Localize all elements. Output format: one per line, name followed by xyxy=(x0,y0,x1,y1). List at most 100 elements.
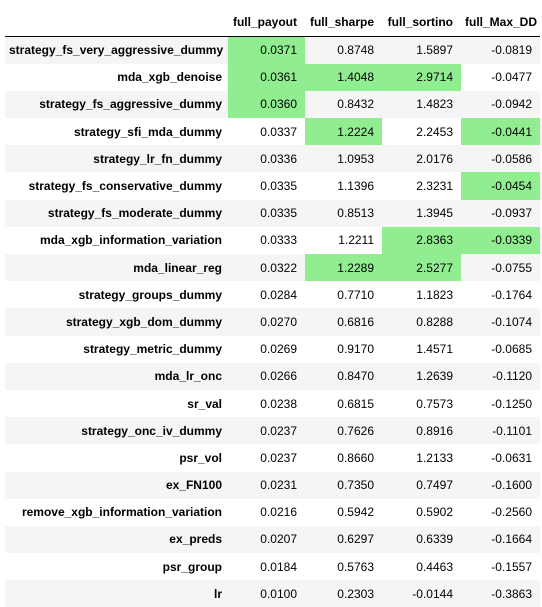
row-label: strategy_metric_dummy xyxy=(5,336,228,363)
row-label: strategy_fs_aggressive_dummy xyxy=(5,91,228,118)
cell-full-max-dd: -0.0441 xyxy=(461,118,540,145)
cell-full-sortino: 0.8288 xyxy=(382,308,461,335)
cell-full-payout: 0.0371 xyxy=(228,37,305,64)
row-label: sr_val xyxy=(5,390,228,417)
cell-full-sharpe: 0.5942 xyxy=(305,499,382,526)
cell-full-payout: 0.0100 xyxy=(228,580,305,607)
cell-full-sharpe: 0.2303 xyxy=(305,580,382,607)
cell-full-sharpe: 1.0953 xyxy=(305,145,382,172)
cell-full-payout: 0.0270 xyxy=(228,308,305,335)
table-header: full_payout full_sharpe full_sortino ful… xyxy=(5,8,540,37)
cell-full-payout: 0.0237 xyxy=(228,444,305,471)
row-label: psr_vol xyxy=(5,444,228,471)
cell-full-sortino: 0.6339 xyxy=(382,526,461,553)
cell-full-sortino: 1.5897 xyxy=(382,37,461,64)
row-label: remove_xgb_information_variation xyxy=(5,499,228,526)
cell-full-max-dd: -0.3863 xyxy=(461,580,540,607)
row-label: psr_group xyxy=(5,553,228,580)
cell-full-sortino: 0.4463 xyxy=(382,553,461,580)
row-label: strategy_lr_fn_dummy xyxy=(5,145,228,172)
cell-full-payout: 0.0335 xyxy=(228,200,305,227)
cell-full-sortino: 2.8363 xyxy=(382,227,461,254)
cell-full-payout: 0.0322 xyxy=(228,254,305,281)
cell-full-sharpe: 0.8513 xyxy=(305,200,382,227)
cell-full-max-dd: -0.1557 xyxy=(461,553,540,580)
cell-full-sortino: 1.4823 xyxy=(382,91,461,118)
cell-full-payout: 0.0184 xyxy=(228,553,305,580)
dataframe-output: full_payout full_sharpe full_sortino ful… xyxy=(5,8,537,607)
cell-full-sharpe: 0.8748 xyxy=(305,37,382,64)
cell-full-max-dd: -0.0942 xyxy=(461,91,540,118)
cell-full-max-dd: -0.2560 xyxy=(461,499,540,526)
cell-full-sharpe: 0.9170 xyxy=(305,336,382,363)
cell-full-sharpe: 0.6816 xyxy=(305,308,382,335)
row-label: strategy_fs_moderate_dummy xyxy=(5,200,228,227)
header-full-sharpe: full_sharpe xyxy=(305,8,382,37)
cell-full-payout: 0.0237 xyxy=(228,417,305,444)
cell-full-sortino: 1.2639 xyxy=(382,363,461,390)
row-label: mda_linear_reg xyxy=(5,254,228,281)
cell-full-sharpe: 1.4048 xyxy=(305,64,382,91)
cell-full-sharpe: 1.2211 xyxy=(305,227,382,254)
cell-full-sharpe: 0.8432 xyxy=(305,91,382,118)
cell-full-payout: 0.0333 xyxy=(228,227,305,254)
cell-full-sharpe: 1.2224 xyxy=(305,118,382,145)
row-label: strategy_xgb_dom_dummy xyxy=(5,308,228,335)
cell-full-payout: 0.0284 xyxy=(228,281,305,308)
row-label: strategy_onc_iv_dummy xyxy=(5,417,228,444)
cell-full-max-dd: -0.1074 xyxy=(461,308,540,335)
cell-full-max-dd: -0.0937 xyxy=(461,200,540,227)
cell-full-max-dd: -0.0631 xyxy=(461,444,540,471)
row-label: ex_preds xyxy=(5,526,228,553)
cell-full-max-dd: -0.1101 xyxy=(461,417,540,444)
cell-full-sortino: 0.5902 xyxy=(382,499,461,526)
cell-full-sortino: 2.0176 xyxy=(382,145,461,172)
cell-full-payout: 0.0335 xyxy=(228,172,305,199)
cell-full-max-dd: -0.1120 xyxy=(461,363,540,390)
cell-full-sharpe: 0.7626 xyxy=(305,417,382,444)
cell-full-max-dd: -0.0454 xyxy=(461,172,540,199)
cell-full-sortino: 1.3945 xyxy=(382,200,461,227)
cell-full-sharpe: 1.2289 xyxy=(305,254,382,281)
cell-full-payout: 0.0361 xyxy=(228,64,305,91)
cell-full-max-dd: -0.1600 xyxy=(461,472,540,499)
cell-full-max-dd: -0.0755 xyxy=(461,254,540,281)
cell-full-payout: 0.0231 xyxy=(228,472,305,499)
cell-full-sortino: 2.3231 xyxy=(382,172,461,199)
header-row: full_payout full_sharpe full_sortino ful… xyxy=(5,8,540,37)
row-label: mda_xgb_information_variation xyxy=(5,227,228,254)
cell-full-payout: 0.0216 xyxy=(228,499,305,526)
cell-full-sortino: 2.9714 xyxy=(382,64,461,91)
cell-full-sharpe: 0.6815 xyxy=(305,390,382,417)
row-label: mda_xgb_denoise xyxy=(5,64,228,91)
cell-full-max-dd: -0.0685 xyxy=(461,336,540,363)
cell-full-max-dd: -0.0819 xyxy=(461,37,540,64)
cell-full-sortino: 1.4571 xyxy=(382,336,461,363)
cell-full-payout: 0.0269 xyxy=(228,336,305,363)
cell-full-sortino: 0.7497 xyxy=(382,472,461,499)
row-label: strategy_fs_conservative_dummy xyxy=(5,172,228,199)
cell-full-payout: 0.0266 xyxy=(228,363,305,390)
cell-full-payout: 0.0337 xyxy=(228,118,305,145)
row-label: mda_lr_onc xyxy=(5,363,228,390)
cell-full-sortino: 2.5277 xyxy=(382,254,461,281)
cell-full-max-dd: -0.1664 xyxy=(461,526,540,553)
